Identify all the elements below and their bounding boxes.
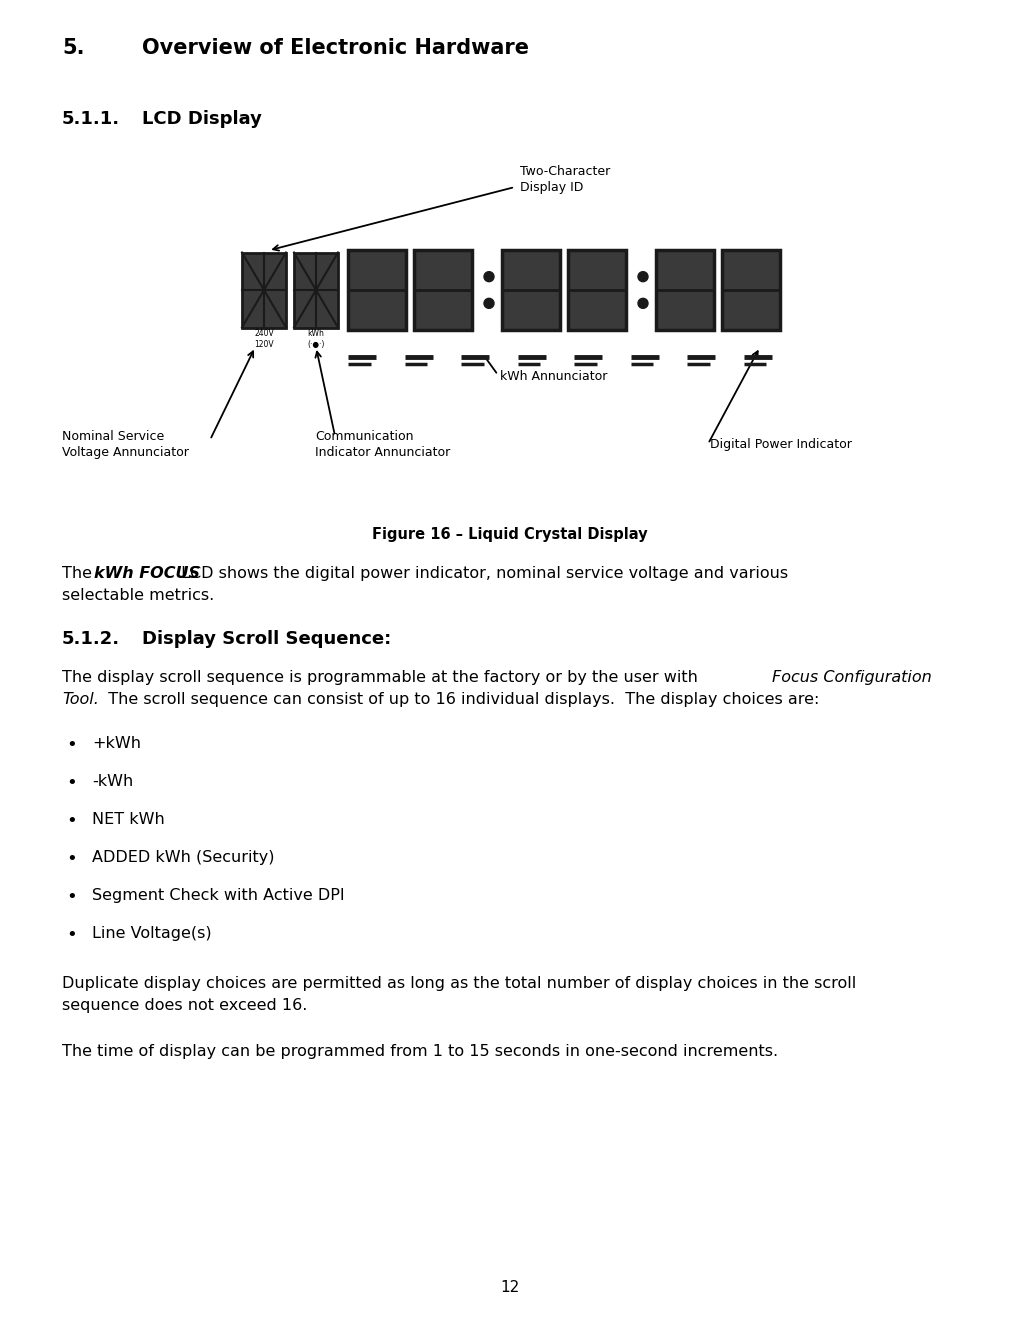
Text: The time of display can be programmed from 1 to 15 seconds in one-second increme: The time of display can be programmed fr… [62,1044,779,1059]
Text: Figure 16 – Liquid Crystal Display: Figure 16 – Liquid Crystal Display [372,527,647,543]
Text: LCD shows the digital power indicator, nominal service voltage and various: LCD shows the digital power indicator, n… [176,566,788,581]
Text: •: • [66,812,76,830]
Text: 12: 12 [500,1280,519,1295]
Text: •: • [66,737,76,754]
Bar [242,252,286,327]
Text: Nominal Service: Nominal Service [62,430,164,444]
Text: •: • [66,850,76,869]
Text: The: The [62,566,97,581]
Text: ADDED kWh (Security): ADDED kWh (Security) [92,850,274,865]
Text: Line Voltage(s): Line Voltage(s) [92,927,212,941]
Circle shape [638,272,648,281]
Text: selectable metrics.: selectable metrics. [62,587,214,603]
Text: •: • [66,927,76,944]
Text: 240V
120V: 240V 120V [254,330,274,348]
Bar [348,249,406,330]
Text: 5.1.2.: 5.1.2. [62,630,120,648]
Text: The scroll sequence can consist of up to 16 individual displays.  The display ch: The scroll sequence can consist of up to… [98,692,819,708]
Text: Segment Check with Active DPI: Segment Check with Active DPI [92,888,344,903]
Text: The display scroll sequence is programmable at the factory or by the user with: The display scroll sequence is programma… [62,671,703,685]
Text: Overview of Electronic Hardware: Overview of Electronic Hardware [142,38,529,58]
Bar [414,249,472,330]
Text: •: • [66,888,76,906]
Text: LCD Display: LCD Display [142,110,262,128]
Text: Voltage Annunciator: Voltage Annunciator [62,446,189,459]
Bar [722,249,780,330]
Text: Duplicate display choices are permitted as long as the total number of display c: Duplicate display choices are permitted … [62,975,856,991]
Text: kWh
(·●·): kWh (·●·) [308,330,325,348]
Text: 5.1.1.: 5.1.1. [62,110,120,128]
Bar [294,252,338,327]
Text: Display ID: Display ID [520,181,583,194]
Text: Two-Character: Two-Character [520,165,610,178]
Text: Digital Power Indicator: Digital Power Indicator [710,438,852,451]
Text: 5.: 5. [62,38,85,58]
Circle shape [484,272,494,281]
Text: -kWh: -kWh [92,774,133,789]
Bar [656,249,714,330]
Circle shape [484,298,494,309]
Text: Display Scroll Sequence:: Display Scroll Sequence: [142,630,391,648]
Text: Tool.: Tool. [62,692,99,708]
Text: •: • [66,774,76,792]
Text: +kWh: +kWh [92,737,141,751]
Text: NET kWh: NET kWh [92,812,165,828]
Text: kWh Annunciator: kWh Annunciator [500,370,607,383]
Text: sequence does not exceed 16.: sequence does not exceed 16. [62,998,308,1012]
Text: Indicator Annunciator: Indicator Annunciator [315,446,450,459]
Bar [502,249,560,330]
Text: kWh FOCUS: kWh FOCUS [94,566,200,581]
Text: Focus Configuration: Focus Configuration [772,671,931,685]
Text: Communication: Communication [315,430,414,444]
Circle shape [638,298,648,309]
Bar [568,249,626,330]
